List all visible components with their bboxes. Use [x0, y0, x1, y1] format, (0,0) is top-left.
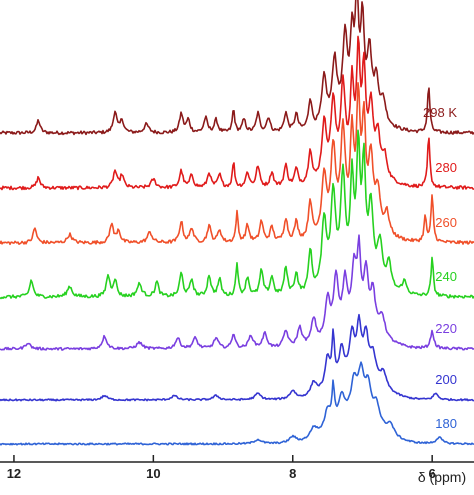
x-tick-label: 10 — [146, 466, 160, 481]
series-labels: 298 K 280 260 240 220 200 180 — [423, 105, 457, 431]
spectrum-trace-200 — [0, 313, 474, 402]
spectrum-trace-220 — [0, 234, 474, 351]
series-label-298-k: 298 K — [423, 105, 457, 120]
spectrum-trace-180 — [0, 361, 474, 446]
spectrum-trace-298-k — [0, 0, 474, 136]
spectrum-trace-260 — [0, 81, 474, 246]
x-axis-ticks: 12 10 8 6 — [7, 455, 436, 481]
x-tick-label: 8 — [289, 466, 296, 481]
series-label-220: 220 — [435, 321, 457, 336]
series-label-180: 180 — [435, 416, 457, 431]
series-label-280: 280 — [435, 160, 457, 175]
series-label-260: 260 — [435, 215, 457, 230]
spectrum-trace-280 — [0, 35, 474, 191]
spectra-traces — [0, 0, 474, 446]
x-axis-label: δ (ppm) — [418, 469, 466, 485]
x-tick-label: 6 — [429, 466, 436, 481]
x-tick-label: 12 — [7, 466, 21, 481]
spectrum-trace-240 — [0, 129, 474, 300]
series-label-200: 200 — [435, 372, 457, 387]
series-label-240: 240 — [435, 269, 457, 284]
